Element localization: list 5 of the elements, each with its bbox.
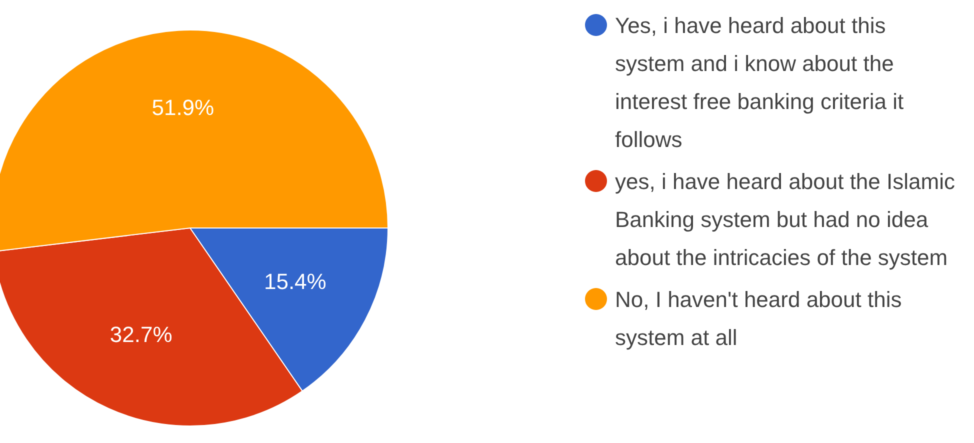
data-label: 51.9%	[152, 95, 214, 120]
legend-label: yes, i have heard about the Islamic Banking system but had no idea about the intricacies of the system	[615, 169, 955, 270]
data-label: 32.7%	[110, 322, 172, 348]
data-label: 15.4%	[264, 269, 326, 294]
legend-label: No, I haven't heard about this system at all	[615, 287, 902, 350]
